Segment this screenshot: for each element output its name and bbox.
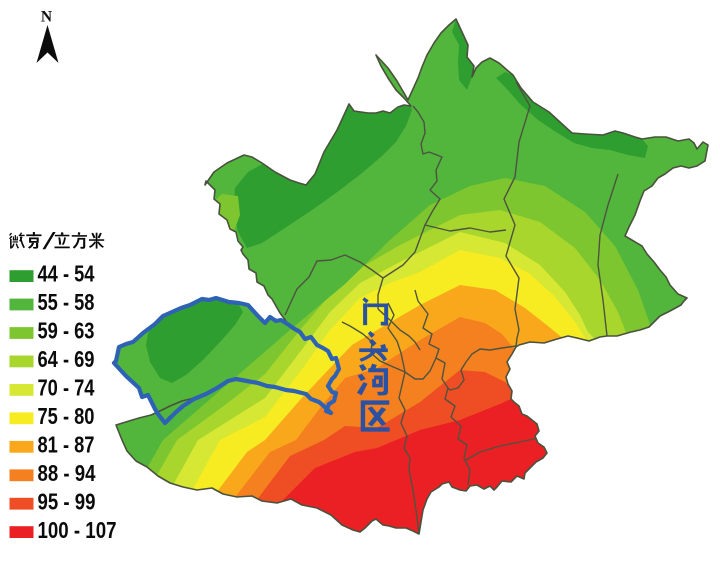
svg-text:44 - 54: 44 - 54 [38,261,95,287]
svg-text:81 - 87: 81 - 87 [38,431,95,457]
svg-text:70 - 74: 70 - 74 [38,375,95,401]
svg-text:100 - 107: 100 - 107 [38,517,117,543]
svg-text:75 - 80: 75 - 80 [38,403,95,429]
svg-text:59 - 63: 59 - 63 [38,318,95,344]
svg-text:88 - 94: 88 - 94 [38,460,96,486]
svg-text:55 - 58: 55 - 58 [38,289,95,315]
svg-text:N: N [41,9,52,26]
svg-text:95 - 99: 95 - 99 [38,488,96,514]
svg-text:64 - 69: 64 - 69 [38,346,95,372]
